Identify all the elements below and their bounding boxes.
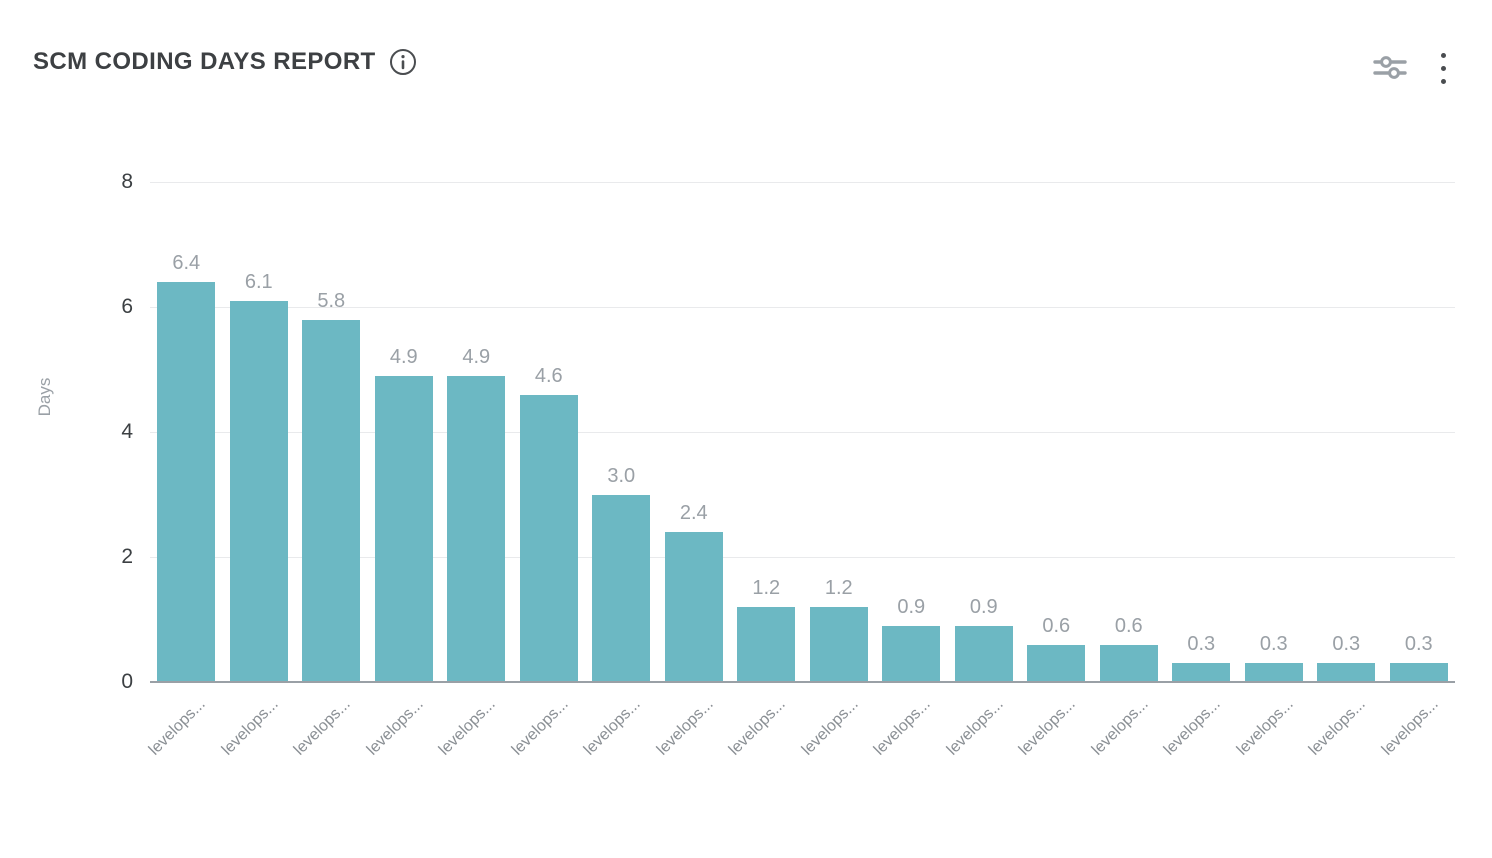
gridline [150,556,1455,558]
widget-actions [1369,50,1452,86]
bar-value-label: 2.4 [679,502,708,524]
bar-value-label: 6.1 [244,270,273,293]
bar-value-label: 0.3 [1187,633,1216,656]
bar-value-label: 0.6 [1114,614,1143,637]
bar-value-label: 6.4 [172,252,201,274]
bar-value-label: 0.6 [1042,614,1071,637]
bar[interactable] [1172,663,1231,681]
kebab-dot [1441,65,1446,71]
bar[interactable] [664,532,723,681]
bar[interactable] [1244,663,1303,681]
bar[interactable] [1099,644,1158,681]
widget-header: SCM CODING DAYS REPORT [33,48,1452,92]
bar[interactable] [374,375,433,681]
gridline [150,431,1455,433]
y-tick-label: 4 [121,420,133,443]
gridline [150,181,1455,183]
bar-value-label: 1.2 [824,577,853,599]
bar[interactable] [954,625,1013,681]
bar[interactable] [157,282,216,681]
x-axis-line [150,681,1455,683]
info-icon[interactable] [389,48,417,76]
bar-value-label: 5.8 [317,289,346,312]
kebab-dot [1441,78,1446,84]
bar[interactable] [882,625,941,681]
y-axis-label: Days [35,377,54,417]
y-tick-label: 8 [121,170,133,193]
bar-value-label: 0.3 [1404,633,1433,656]
bar-value-label: 4.6 [534,364,563,387]
bar-value-label: 0.9 [897,595,926,618]
bar-value-label: 3.0 [607,464,636,487]
info-circle-icon [389,49,416,75]
bar[interactable] [519,394,578,681]
bar[interactable] [1317,663,1376,681]
bar[interactable] [1027,644,1086,681]
bar[interactable] [592,494,651,681]
sliders-icon [1373,56,1407,79]
bar-value-label: 0.3 [1332,633,1361,656]
bar[interactable] [809,607,868,681]
filter-sliders-button[interactable] [1369,50,1411,86]
bar-value-label: 1.2 [752,577,781,599]
y-tick-label: 2 [121,545,133,568]
bar[interactable] [302,319,361,681]
kebab-dot [1441,52,1446,58]
bar-value-label: 0.3 [1259,633,1288,656]
y-tick-label: 6 [121,295,133,318]
bar[interactable] [447,375,506,681]
y-tick-label: 0 [121,670,133,693]
bar[interactable] [229,300,288,681]
kebab-menu-button[interactable] [1435,51,1452,86]
bar[interactable] [1389,663,1448,681]
bar[interactable] [737,607,796,681]
page-title: SCM CODING DAYS REPORT [33,48,376,75]
bar-value-label: 0.9 [969,595,998,618]
bar-value-label: 4.9 [389,345,418,368]
gridline [150,306,1455,308]
bar-value-label: 4.9 [462,345,491,368]
